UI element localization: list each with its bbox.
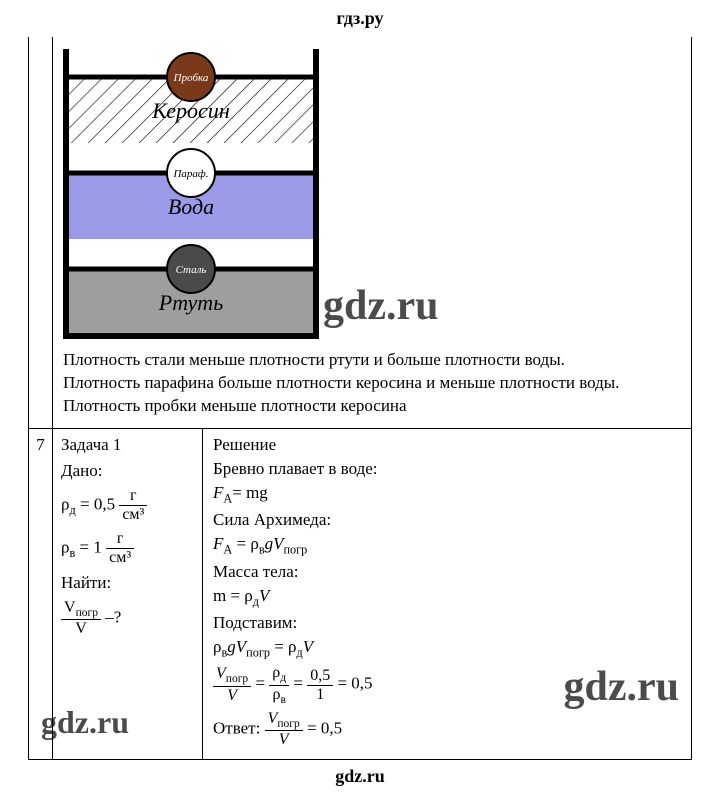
svg-text:Сталь: Сталь [176,264,207,276]
explanation-text: Плотность стали меньше плотности ртути и… [63,349,681,418]
content-table: КеросинВодаРтутьПробкаПараф.Сталь gdz.ru… [28,37,692,760]
sol-line: FА = ρвgVпогр [213,534,681,557]
given-cell: Задача 1 Дано: ρд = 0,5 гсм³ ρв = 1 гсм³… [53,429,203,759]
sol-line: Масса тела: [213,562,681,582]
sol-line: Vпогр V = ρд ρв = 0,5 1 = 0,5 [213,664,681,705]
sol-line: ρвgVпогр = ρдV [213,637,681,660]
problem-number: 7 [29,429,53,759]
svg-text:Параф.: Параф. [172,168,208,180]
sol-line: Подставим: [213,613,681,633]
explain-line: Плотность пробки меньше плотности кероси… [63,395,681,418]
vessel-diagram: КеросинВодаРтутьПробкаПараф.Сталь [63,49,319,339]
row-diagram: КеросинВодаРтутьПробкаПараф.Сталь gdz.ru… [29,37,691,428]
task-label: Задача 1 [61,435,194,455]
answer-line: Ответ: Vпогр V = 0,5 [213,710,681,749]
sol-line: Сила Архимеда: [213,510,681,530]
row-index-blank [29,37,53,428]
explain-line: Плотность парафина больше плотности керо… [63,372,681,395]
given-label: Дано: [61,461,194,481]
page-header: гдз.ру [0,0,720,37]
explain-line: Плотность стали меньше плотности ртути и… [63,349,681,372]
sol-line: FА= mg [213,483,681,506]
given-rho-v: ρв = 1 гсм³ [61,530,194,567]
find-expr: Vпогр V –? [61,599,194,638]
svg-text:Пробка: Пробка [173,72,209,84]
sol-line: m = ρдV [213,586,681,609]
page-footer: gdz.ru [0,760,720,793]
diagram-cell: КеросинВодаРтутьПробкаПараф.Сталь gdz.ru… [53,37,691,428]
watermark: gdz.ru [323,282,439,330]
sol-line: Бревно плавает в воде: [213,459,681,479]
row-problem: 7 Задача 1 Дано: ρд = 0,5 гсм³ ρв = 1 гс… [29,428,691,759]
given-rho-d: ρд = 0,5 гсм³ [61,487,194,524]
solution-cell: Решение Бревно плавает в воде: FА= mg Си… [203,429,691,759]
watermark: gdz.ru [41,704,129,741]
solution-label: Решение [213,435,681,455]
find-label: Найти: [61,573,194,593]
